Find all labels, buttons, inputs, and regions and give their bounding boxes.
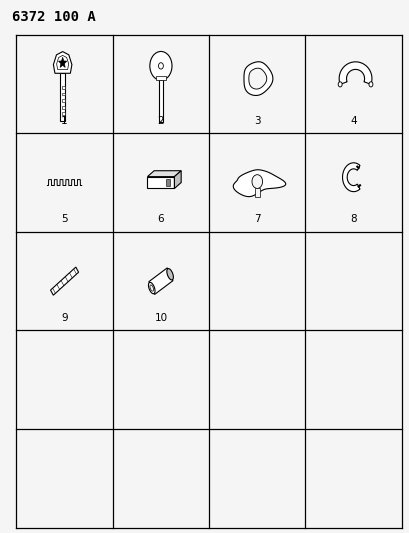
Polygon shape [338, 62, 371, 84]
Polygon shape [50, 267, 79, 295]
Bar [62, 100, 65, 102]
Polygon shape [166, 269, 173, 280]
Bar [155, 76, 166, 79]
Polygon shape [147, 176, 174, 189]
Circle shape [252, 175, 262, 189]
Polygon shape [53, 52, 72, 73]
Circle shape [368, 82, 372, 87]
Text: 3: 3 [253, 116, 260, 126]
Polygon shape [233, 170, 285, 197]
Text: 6: 6 [157, 214, 164, 224]
Bar [62, 106, 65, 109]
Polygon shape [147, 171, 181, 176]
Bar [254, 189, 259, 197]
Circle shape [158, 63, 163, 69]
Text: 6372 100 A: 6372 100 A [12, 10, 96, 23]
Text: 9: 9 [61, 313, 68, 323]
Polygon shape [148, 268, 173, 294]
Bar [62, 86, 65, 89]
Polygon shape [174, 171, 181, 189]
Text: 7: 7 [253, 214, 260, 224]
Bar [166, 179, 170, 186]
Bar [60, 73, 65, 120]
Polygon shape [58, 57, 67, 67]
Text: 10: 10 [154, 313, 167, 323]
Polygon shape [248, 68, 266, 89]
Circle shape [149, 52, 172, 80]
Bar [62, 93, 65, 95]
Text: 2: 2 [157, 116, 164, 126]
Bar [158, 76, 163, 122]
Polygon shape [243, 62, 272, 95]
Text: 8: 8 [349, 214, 356, 224]
Text: 5: 5 [61, 214, 68, 224]
Polygon shape [150, 285, 153, 291]
Polygon shape [148, 282, 155, 294]
Bar [62, 112, 65, 115]
Text: 1: 1 [61, 116, 68, 126]
Polygon shape [342, 163, 359, 192]
Circle shape [337, 82, 341, 87]
Text: 4: 4 [349, 116, 356, 126]
